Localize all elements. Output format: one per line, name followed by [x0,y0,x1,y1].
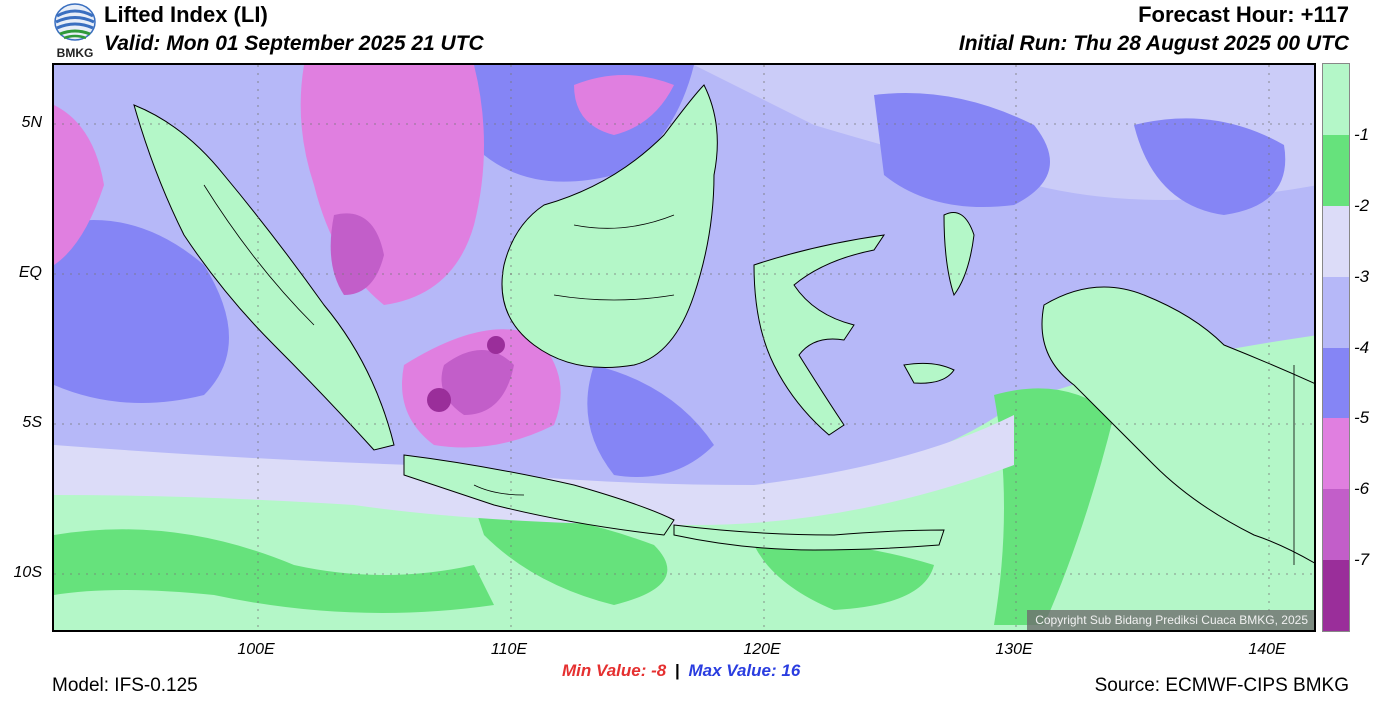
valid-time: Valid: Mon 01 September 2025 21 UTC [104,32,484,55]
forecast-hour: Forecast Hour: +117 [1138,2,1349,27]
colorbar-segment [1323,64,1349,135]
min-max-values: Min Value: -8 | Max Value: 16 [562,661,800,681]
lifted-index-map: Copyright Sub Bidang Prediksi Cuaca BMKG… [52,63,1316,632]
colorbar-segment [1323,205,1349,277]
model-info: Model: IFS-0.125 [52,675,198,696]
copyright-notice: Copyright Sub Bidang Prediksi Cuaca BMKG… [1027,610,1314,630]
colorbar-label: -2 [1354,195,1370,215]
lon-label-100e: 100E [237,641,275,658]
min-value-label: Min Value: [562,661,647,680]
lat-label-5n: 5N [21,114,42,131]
colorbar-label: -7 [1354,550,1370,570]
colorbar-segment [1323,489,1349,561]
initial-run: Initial Run: Thu 28 August 2025 00 UTC [958,32,1349,55]
source-info: Source: ECMWF-CIPS BMKG [1094,675,1349,696]
map-canvas [54,65,1314,630]
lat-label-eq: EQ [18,264,42,281]
min-value: -8 [651,661,667,680]
max-value-label: Max Value: [688,661,777,680]
colorbar-label: -1 [1354,124,1370,144]
colorbar-label: -4 [1354,337,1370,357]
lon-label-130e: 130E [995,641,1033,658]
colorbar-label: -6 [1354,479,1370,499]
max-value: 16 [781,661,801,680]
chart-title: Lifted Index (LI) [104,2,268,27]
colorbar-segment [1323,418,1349,490]
svg-text:BMKG: BMKG [57,46,94,60]
colorbar [1322,63,1350,632]
lat-label-10s: 10S [13,564,42,581]
lat-label-5s: 5S [22,414,42,431]
colorbar-label: -5 [1354,408,1370,428]
bmkg-logo: BMKG [52,2,98,60]
lon-label-110e: 110E [490,641,528,658]
colorbar-segment [1323,347,1349,419]
lon-label-120e: 120E [743,641,781,658]
lon-label-140e: 140E [1248,641,1286,658]
colorbar-segment [1323,560,1349,631]
colorbar-segment [1323,276,1349,348]
colorbar-label: -3 [1354,266,1370,286]
colorbar-segment [1323,134,1349,206]
separator: | [674,661,680,680]
